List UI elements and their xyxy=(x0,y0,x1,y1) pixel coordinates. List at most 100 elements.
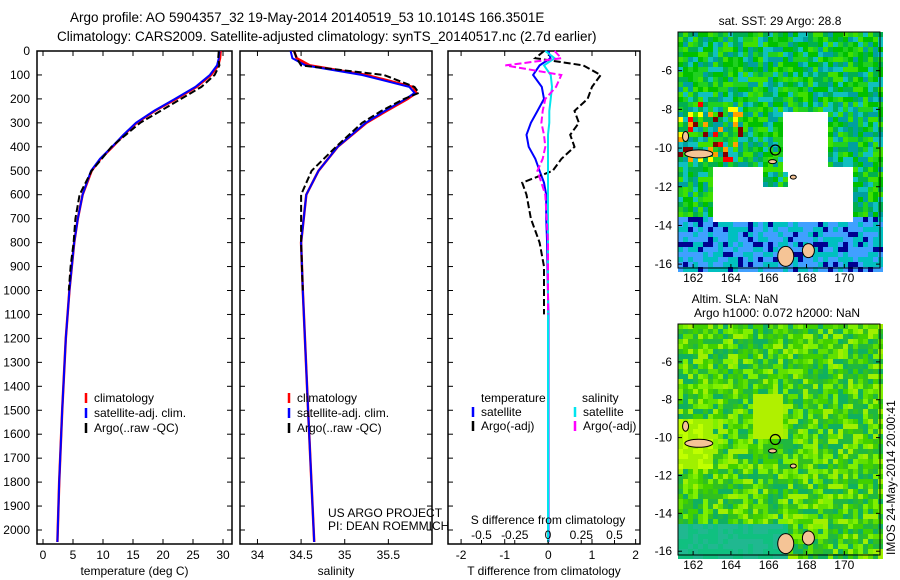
map-cell xyxy=(843,112,848,117)
map-cell xyxy=(708,364,713,369)
map-cell xyxy=(863,364,868,369)
map-cell xyxy=(808,369,813,374)
map-cell xyxy=(708,454,713,459)
map-cell xyxy=(723,242,728,247)
map-cell xyxy=(683,32,688,37)
map-cell xyxy=(713,344,718,349)
map-cell xyxy=(698,539,703,544)
map-cell xyxy=(863,429,868,434)
map-cell xyxy=(783,237,788,242)
map-cell xyxy=(868,529,873,534)
map-cell xyxy=(698,389,703,394)
map-cell xyxy=(878,554,883,559)
map-cell xyxy=(798,414,803,419)
map-cell xyxy=(873,359,878,364)
map-cell xyxy=(728,449,733,454)
map-cell xyxy=(693,172,698,177)
map-cell xyxy=(873,369,878,374)
map-cell xyxy=(818,227,823,232)
lat-tick-label: -8 xyxy=(661,393,672,407)
map-cell xyxy=(818,489,823,494)
map-cell xyxy=(773,504,778,509)
map-cell xyxy=(833,82,838,87)
map-cell xyxy=(718,222,723,227)
map-cell xyxy=(693,177,698,182)
map-cell xyxy=(718,82,723,87)
map-cell xyxy=(798,257,803,262)
map-cell xyxy=(843,72,848,77)
map-cell xyxy=(818,242,823,247)
map-cell xyxy=(728,409,733,414)
map-cell xyxy=(793,324,798,329)
map-cell xyxy=(848,97,853,102)
map-cell xyxy=(828,97,833,102)
map-cell xyxy=(803,102,808,107)
map-cell xyxy=(703,32,708,37)
map-cell xyxy=(873,464,878,469)
map-cell xyxy=(813,92,818,97)
map-cell xyxy=(853,102,858,107)
map-cell xyxy=(788,474,793,479)
map-cell xyxy=(773,359,778,364)
map-cell xyxy=(833,262,838,267)
map-cell xyxy=(833,52,838,57)
map-cell xyxy=(788,429,793,434)
map-cell xyxy=(723,102,728,107)
map-cell xyxy=(773,167,778,172)
map-cell xyxy=(843,107,848,112)
map-cell xyxy=(858,47,863,52)
map-cell xyxy=(743,77,748,82)
map-cell xyxy=(698,459,703,464)
map-cell xyxy=(678,339,683,344)
map-cell xyxy=(868,329,873,334)
map-cell xyxy=(688,544,693,549)
map-cell xyxy=(868,444,873,449)
map-cell xyxy=(723,444,728,449)
map-cell xyxy=(843,37,848,42)
map-cell xyxy=(783,339,788,344)
map-cell xyxy=(723,52,728,57)
map-cell xyxy=(783,359,788,364)
map-cell xyxy=(833,404,838,409)
map-cell xyxy=(678,192,683,197)
map-cell xyxy=(838,47,843,52)
map-cell xyxy=(698,524,703,529)
map-cell xyxy=(688,112,693,117)
map-cell xyxy=(743,509,748,514)
map-cell xyxy=(708,212,713,217)
map-cell xyxy=(683,544,688,549)
map-cell xyxy=(678,222,683,227)
map-cell xyxy=(693,554,698,559)
map-cell xyxy=(853,192,858,197)
map-cell xyxy=(863,62,868,67)
map-cell xyxy=(773,97,778,102)
map-cell xyxy=(708,469,713,474)
map-cell xyxy=(748,47,753,52)
plot-frame xyxy=(36,50,233,545)
map-cell xyxy=(708,509,713,514)
map-cell xyxy=(798,242,803,247)
map-cell xyxy=(808,32,813,37)
map-cell xyxy=(853,92,858,97)
map-cell xyxy=(793,232,798,237)
map-cell xyxy=(868,182,873,187)
map-cell xyxy=(703,202,708,207)
map-cell xyxy=(778,384,783,389)
legend-label: Argo(..raw -QC) xyxy=(94,421,179,435)
map-cell xyxy=(773,42,778,47)
map-cell xyxy=(758,419,763,424)
map-cell xyxy=(848,72,853,77)
map-cell xyxy=(863,539,868,544)
map-cell xyxy=(748,479,753,484)
map-cell xyxy=(803,344,808,349)
map-cell xyxy=(743,484,748,489)
map-cell xyxy=(793,399,798,404)
map-cell xyxy=(718,339,723,344)
map-cell xyxy=(788,339,793,344)
map-cell xyxy=(828,459,833,464)
map-cell xyxy=(723,459,728,464)
map-cell xyxy=(708,549,713,554)
map-cell xyxy=(783,369,788,374)
map-cell xyxy=(678,117,683,122)
